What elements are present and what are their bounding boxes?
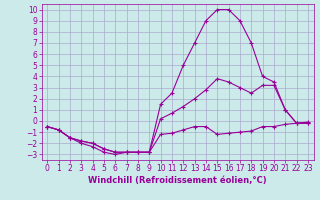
X-axis label: Windchill (Refroidissement éolien,°C): Windchill (Refroidissement éolien,°C) <box>88 176 267 185</box>
